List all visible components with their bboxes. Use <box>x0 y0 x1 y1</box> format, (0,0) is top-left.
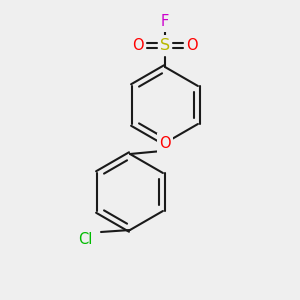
Text: O: O <box>159 136 171 151</box>
Text: S: S <box>160 38 170 52</box>
Text: F: F <box>161 14 169 29</box>
Text: O: O <box>132 38 144 52</box>
Text: Cl: Cl <box>78 232 92 247</box>
Text: O: O <box>186 38 198 52</box>
